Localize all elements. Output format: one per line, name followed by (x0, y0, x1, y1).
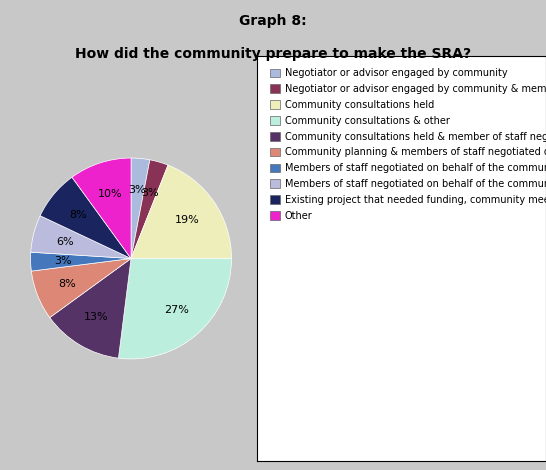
Wedge shape (131, 160, 168, 258)
Wedge shape (31, 258, 131, 318)
Wedge shape (72, 158, 131, 258)
Legend: Negotiator or advisor engaged by community, Negotiator or advisor engaged by com: Negotiator or advisor engaged by communi… (268, 65, 546, 224)
Text: 19%: 19% (175, 215, 200, 225)
Text: 3%: 3% (129, 186, 146, 196)
Text: 13%: 13% (84, 312, 109, 322)
Text: 8%: 8% (69, 210, 87, 220)
Wedge shape (131, 158, 150, 258)
Wedge shape (118, 258, 232, 359)
Text: 3%: 3% (54, 256, 72, 266)
Text: How did the community prepare to make the SRA?: How did the community prepare to make th… (75, 47, 471, 61)
Wedge shape (31, 252, 131, 271)
Wedge shape (40, 177, 131, 258)
Text: 27%: 27% (164, 305, 189, 315)
Text: Graph 8:: Graph 8: (239, 14, 307, 28)
Text: 3%: 3% (141, 188, 159, 198)
Text: 8%: 8% (58, 279, 76, 289)
Text: 10%: 10% (98, 188, 122, 198)
Wedge shape (50, 258, 131, 358)
Text: 6%: 6% (56, 236, 74, 246)
Wedge shape (131, 165, 232, 258)
Wedge shape (31, 216, 131, 258)
